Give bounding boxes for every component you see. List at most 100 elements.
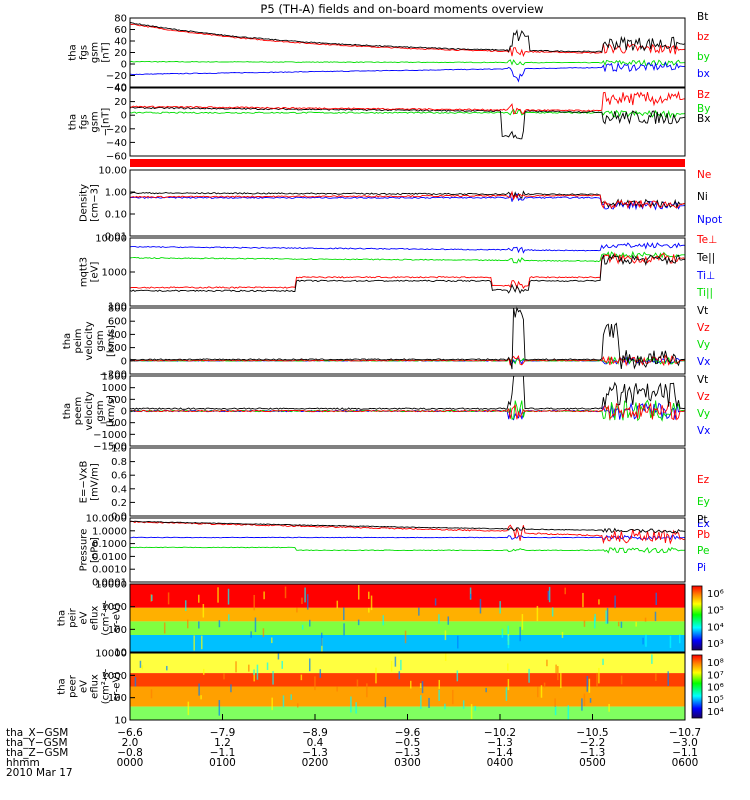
pe-trace: [130, 546, 686, 554]
legend-entry: Ex: [697, 518, 710, 530]
spectrogram-speck: [248, 664, 250, 672]
spectrogram-speck: [645, 634, 647, 647]
panel-frame: [129, 87, 686, 157]
spectrogram-speck: [253, 594, 255, 611]
spectrogram-speck: [186, 619, 189, 629]
ti-par-trace: [129, 250, 685, 264]
legend-entry: Bt: [697, 11, 708, 23]
spectrogram-speck: [438, 679, 441, 689]
y-tick-label: 10000: [95, 580, 127, 591]
vz-e-trace: [129, 401, 686, 421]
colorbar-label: 10⁸: [707, 658, 724, 669]
y-axis-label: velocity: [84, 391, 95, 430]
spectrogram-speck: [546, 659, 548, 667]
y-tick-label: 10.0000: [86, 514, 127, 525]
y-tick-label: 1.00: [105, 188, 127, 199]
spectrogram-speck: [588, 678, 591, 693]
spectrogram-speck: [438, 614, 440, 624]
spectrogram-speck: [485, 687, 487, 693]
spectrogram-speck: [296, 703, 299, 708]
colorbar-label: 10⁵: [707, 695, 724, 706]
ephemeris-value: −1.4: [487, 747, 513, 759]
spectrogram-band: [130, 635, 685, 652]
spectrogram-speck: [543, 682, 546, 688]
y-tick-label: −20: [106, 124, 127, 135]
ephemeris-value: 0200: [302, 757, 329, 769]
ephemeris-value: −6.6: [117, 727, 143, 739]
ephemeris-value: 0400: [487, 757, 514, 769]
spectrogram-speck: [266, 662, 269, 670]
spectrogram-speck: [457, 635, 459, 649]
legend-entry: Vt: [697, 374, 708, 386]
spectrogram-speck: [548, 586, 551, 603]
spectrogram-speck: [368, 591, 370, 599]
ephemeris-value: 0500: [579, 757, 606, 769]
spectrogram-speck: [474, 705, 477, 711]
spectrogram-speck: [230, 684, 232, 693]
pb-trace: [129, 520, 686, 545]
legend-entry: Ey: [697, 496, 710, 508]
colorbar-label: 10⁵: [707, 606, 724, 617]
spectrogram-speck: [456, 670, 459, 682]
spectrogram-speck: [198, 594, 200, 603]
spectrogram-speck: [336, 600, 339, 609]
spectrogram-speck: [586, 675, 589, 692]
y-tick-label: 1000: [102, 671, 127, 682]
spectrogram-speck: [201, 635, 203, 650]
y-tick-label: 10.00: [98, 166, 127, 177]
spectrogram-speck: [250, 631, 252, 638]
vz-i-trace: [129, 354, 685, 367]
spectrogram-speck: [505, 687, 508, 701]
y-axis-label: tha: [62, 403, 73, 419]
spectrogram-speck: [444, 630, 447, 641]
legend-entry: Pe: [697, 545, 709, 557]
spectrogram-speck: [134, 677, 137, 687]
spectrogram-speck: [301, 597, 303, 604]
y-axis-label: eflux: [90, 606, 101, 631]
plot-title: P5 (TH-A) fields and on-board moments ov…: [260, 2, 543, 16]
y-axis-label: [cm−3]: [90, 184, 101, 222]
spectrogram-speck: [375, 667, 377, 684]
legend-entry: Ni: [697, 191, 708, 203]
ephemeris-value: −1.3: [580, 747, 606, 759]
spectrogram-speck: [583, 693, 586, 707]
ephemeris-value: 0000: [117, 757, 144, 769]
spectrogram-speck: [256, 664, 259, 680]
y-axis-label: Pressure: [79, 529, 90, 572]
spectrogram-speck: [418, 607, 420, 616]
spectrogram-speck: [655, 673, 657, 682]
spectrogram-speck: [447, 616, 450, 625]
y-tick-label: −1000: [93, 430, 127, 441]
ephemeris-label: tha_Z−GSM: [6, 747, 68, 759]
bx2-trace: [129, 106, 686, 140]
ephemeris-value: −1.3: [302, 747, 328, 759]
y-tick-label: 10: [114, 648, 127, 659]
y-tick-label: 0.0001: [92, 578, 127, 589]
y-tick-label: 0.2: [111, 498, 127, 509]
spectrogram-speck: [304, 587, 306, 603]
spectrogram-speck: [254, 617, 257, 632]
spectrogram-speck: [235, 661, 237, 673]
spectrogram-speck: [319, 669, 322, 678]
y-axis-label: tha: [68, 114, 79, 130]
panel-frame: [129, 447, 686, 517]
y-axis-label: (cm²-s-: [101, 668, 112, 704]
spectrogram-speck: [198, 683, 200, 696]
spectrogram-speck: [227, 588, 230, 605]
spectrogram-speck: [150, 689, 153, 699]
y-tick-label: 1500: [102, 372, 127, 383]
spectrogram-speck: [614, 595, 616, 609]
y-axis-label: tha: [68, 44, 79, 60]
spectrogram-speck: [282, 695, 285, 708]
spectrogram-speck: [167, 592, 170, 605]
y-axis-label: mqtt3: [79, 257, 90, 287]
spectrogram-speck: [635, 621, 637, 627]
y-tick-label: 10000: [95, 234, 127, 245]
spectrogram-speck: [528, 668, 530, 683]
ephemeris-value: −10.7: [669, 727, 701, 739]
ephemeris-label: 2010 Mar 17: [6, 767, 73, 779]
pi-trace: [129, 534, 686, 541]
y-tick-label: 0.0010: [92, 565, 127, 576]
ephemeris-label: hhmm: [6, 757, 40, 769]
ephemeris-value: 0100: [209, 757, 236, 769]
